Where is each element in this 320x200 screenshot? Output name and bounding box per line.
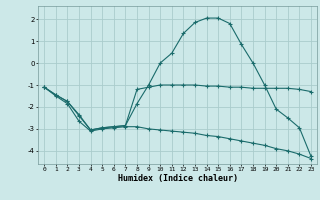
X-axis label: Humidex (Indice chaleur): Humidex (Indice chaleur) bbox=[118, 174, 238, 183]
